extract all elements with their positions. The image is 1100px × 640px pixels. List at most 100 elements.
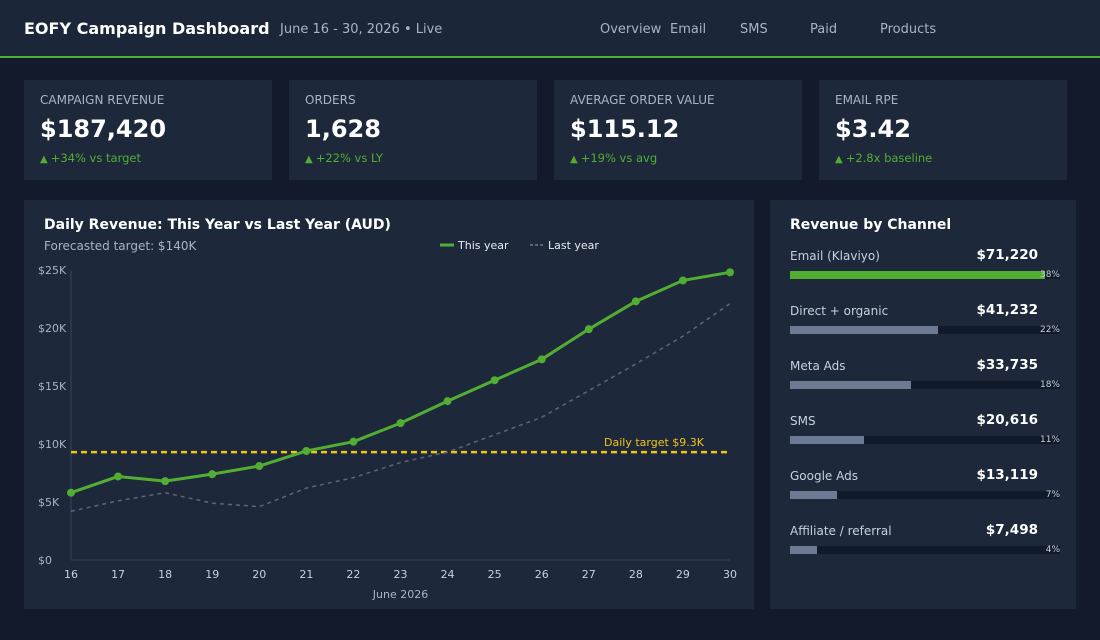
trend-up-icon: ▲ [835, 154, 843, 165]
kpi-delta-text: +34% vs target [50, 151, 141, 165]
x-tick-label: 29 [676, 568, 690, 581]
y-tick-label: $0 [38, 554, 52, 567]
kpi-card-orders: ORDERS 1,628 ▲ +22% vs LY [289, 80, 537, 180]
kpi-delta: ▲ +34% vs target [40, 151, 141, 165]
x-tick-label: 20 [252, 568, 266, 581]
channel-share: 4% [1045, 545, 1060, 555]
kpi-value: $115.12 [570, 115, 680, 143]
data-point-this-year [67, 488, 75, 497]
legend-label: Last year [548, 239, 599, 252]
data-point-this-year [584, 325, 593, 334]
channel-bar-track [790, 546, 1060, 554]
daily-revenue-chart: $0 $5K $10K $15K $20K $25K 16 17 18 19 20 21 22 23 24 2… [38, 239, 737, 601]
kpi-value: $187,420 [40, 115, 167, 143]
kpi-card-email-rpe: EMAIL RPE $3.42 ▲ +2.8x baseline [819, 80, 1067, 180]
trend-up-icon: ▲ [40, 154, 48, 165]
nav-tab-sms[interactable]: SMS [740, 22, 768, 37]
data-point-this-year [114, 472, 123, 481]
daily-revenue-panel: Daily Revenue: This Year vs Last Year (A… [24, 200, 754, 609]
channel-value: $41,232 [976, 302, 1039, 318]
trend-up-icon: ▲ [305, 154, 313, 165]
channel-name: Meta Ads [790, 359, 846, 373]
channel-bar-fill [790, 436, 864, 444]
channel-bar-fill [790, 271, 1045, 279]
y-tick-label: $10K [38, 438, 67, 451]
app-title: EOFY Campaign Dashboard [24, 19, 270, 38]
y-tick-label: $15K [38, 380, 67, 393]
data-point-this-year [161, 477, 170, 486]
kpi-label: ORDERS [305, 93, 356, 107]
nav-tab-email[interactable]: Email [670, 22, 707, 37]
data-point-this-year [678, 276, 687, 285]
x-tick-label: 30 [723, 568, 737, 581]
nav-tab-overview[interactable]: Overview [600, 22, 662, 37]
kpi-label: CAMPAIGN REVENUE [40, 93, 165, 107]
channel-bar-track [790, 491, 1060, 499]
legend-label: This year [457, 239, 509, 252]
x-tick-label: 25 [488, 568, 502, 581]
x-tick-label: 26 [535, 568, 549, 581]
channel-row: Meta Ads $33,735 18% [790, 357, 1060, 405]
channel-share: 7% [1045, 490, 1060, 500]
kpi-delta: ▲ +22% vs LY [305, 151, 383, 165]
channel-bar-track [790, 381, 1060, 389]
chart-title: Daily Revenue: This Year vs Last Year (A… [44, 217, 391, 233]
channel-row: Direct + organic $41,232 22% [790, 302, 1060, 350]
channel-name: Affiliate / referral [790, 524, 892, 538]
channel-panel-title: Revenue by Channel [790, 217, 952, 233]
data-point-this-year [349, 437, 358, 446]
kpi-label: AVERAGE ORDER VALUE [570, 93, 715, 107]
data-point-this-year [208, 470, 217, 479]
top-header: EOFY Campaign Dashboard June 16 - 30, 20… [0, 0, 1100, 58]
y-tick-label: $5K [38, 496, 60, 509]
data-point-this-year [255, 462, 264, 471]
channel-bar-track [790, 271, 1060, 279]
trend-up-icon: ▲ [570, 154, 578, 165]
channel-share: 11% [1039, 435, 1060, 445]
target-line-label: Daily target $9.3K [604, 436, 705, 449]
channel-row: Google Ads $13,119 7% [790, 467, 1060, 515]
x-tick-label: 18 [158, 568, 172, 581]
channel-name: Direct + organic [790, 304, 889, 318]
kpi-label: EMAIL RPE [835, 93, 899, 107]
channel-row: SMS $20,616 11% [790, 412, 1060, 460]
x-tick-label: 27 [582, 568, 596, 581]
kpi-card-revenue: CAMPAIGN REVENUE $187,420 ▲ +34% vs targe… [24, 80, 272, 180]
x-tick-label: 28 [629, 568, 643, 581]
channel-name: Email (Klaviyo) [790, 249, 880, 263]
nav-tab-products[interactable]: Products [880, 22, 937, 37]
data-point-this-year [302, 446, 311, 455]
kpi-card-aov: AVERAGE ORDER VALUE $115.12 ▲ +19% vs avg [554, 80, 802, 180]
data-point-this-year [396, 419, 405, 428]
kpi-value: $3.42 [835, 115, 911, 143]
kpi-delta-text: +2.8x baseline [845, 151, 933, 165]
data-point-this-year [726, 268, 734, 277]
revenue-by-channel-panel: Revenue by Channel Email (Klaviyo) $71,22… [770, 200, 1076, 609]
kpi-delta: ▲ +19% vs avg [570, 151, 657, 165]
y-tick-label: $20K [38, 322, 67, 335]
x-axis-title: June 2026 [372, 588, 428, 601]
x-tick-label: 17 [111, 568, 125, 581]
channel-bar-fill [790, 381, 911, 389]
channel-value: $20,616 [976, 412, 1039, 428]
channel-value: $33,735 [976, 357, 1039, 373]
data-point-this-year [537, 355, 546, 364]
channel-bar-fill [790, 326, 938, 334]
kpi-delta-text: +19% vs avg [580, 151, 658, 165]
channel-row: Affiliate / referral $7,498 4% [790, 522, 1060, 570]
x-tick-label: 19 [205, 568, 219, 581]
nav-tab-paid[interactable]: Paid [810, 22, 838, 37]
date-range-label: June 16 - 30, 2026 • Live [280, 22, 443, 37]
channel-share: 22% [1039, 325, 1060, 335]
y-tick-label: $25K [38, 264, 67, 277]
channel-value: $71,220 [976, 247, 1039, 263]
series-line-this-year [70, 270, 731, 495]
channel-value: $13,119 [976, 467, 1039, 483]
chart-subtitle: Forecasted target: $140K [44, 239, 197, 253]
data-point-this-year [443, 397, 452, 406]
channel-row: Email (Klaviyo) $71,220 38% [790, 247, 1060, 295]
channel-share: 18% [1039, 380, 1060, 390]
kpi-delta: ▲ +2.8x baseline [835, 151, 932, 165]
series-line-last-year [70, 303, 731, 513]
channel-bar-track [790, 436, 1060, 444]
